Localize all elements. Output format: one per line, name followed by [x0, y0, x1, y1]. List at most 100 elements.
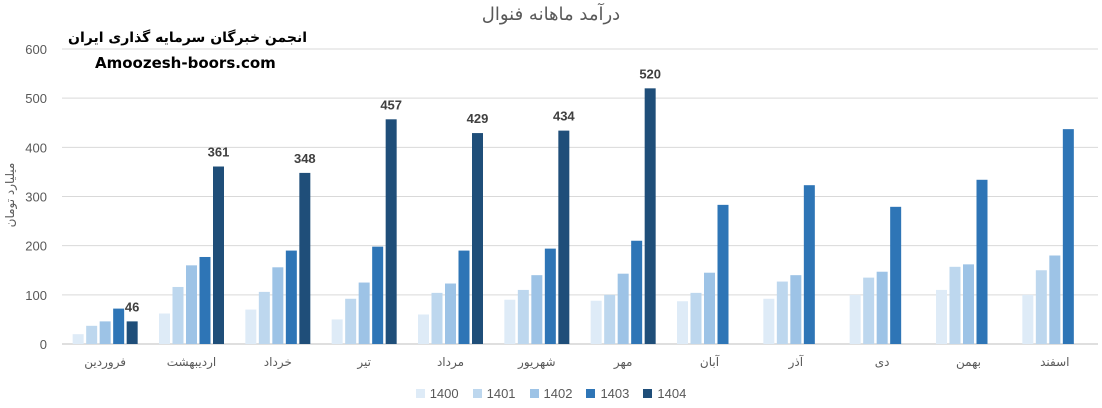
x-tick-label: فروردین	[84, 355, 126, 370]
legend-swatch	[643, 389, 653, 398]
data-label: 520	[639, 66, 661, 81]
legend: 1400 1401 1402 1403 1404	[0, 386, 1102, 401]
bar-1403	[976, 179, 988, 344]
bar-1404	[299, 172, 311, 344]
bar-1402	[99, 321, 111, 344]
x-tick-label: اسفند	[1040, 355, 1069, 369]
bar-1403	[458, 250, 470, 344]
legend-swatch	[529, 389, 539, 398]
x-tick-label: آذر	[788, 354, 804, 370]
bars	[72, 88, 1074, 344]
watermark-website: Amoozesh-boors.com	[95, 54, 276, 72]
legend-label: 1400	[429, 386, 459, 401]
bar-1402	[186, 265, 197, 344]
bar-1403	[890, 206, 902, 344]
bar-1401	[1035, 270, 1047, 344]
y-tick-label: 100	[25, 288, 47, 303]
y-tick-label: 200	[25, 239, 47, 254]
bar-1400	[936, 289, 947, 344]
y-tick-label: 400	[25, 140, 47, 155]
bar-1402	[617, 273, 629, 344]
bar-1401	[863, 277, 875, 344]
bar-1403	[113, 308, 125, 344]
data-label: 348	[294, 151, 316, 166]
y-axis-ticks: 0 100 200 300 400 500 600	[25, 42, 47, 352]
bar-1400	[245, 309, 257, 344]
gridlines	[62, 48, 1098, 345]
watermark-association: انجمن خبرگان سرمایه گذاری ایران	[68, 30, 308, 46]
legend-item-1401: 1401	[472, 386, 516, 401]
bar-1402	[531, 275, 543, 344]
bar-1401	[345, 298, 357, 344]
legend-label: 1402	[543, 386, 573, 401]
x-tick-label: آبان	[700, 354, 720, 369]
data-label: 361	[208, 145, 230, 160]
bar-1401	[431, 292, 443, 344]
data-labels: 46 361 348 457 429 434 520	[125, 66, 661, 314]
bar-1400	[590, 300, 602, 344]
bar-1404	[644, 88, 656, 344]
bar-1403	[717, 204, 729, 344]
bar-1401	[776, 281, 788, 344]
bar-1400	[72, 334, 84, 344]
bar-1401	[258, 291, 270, 344]
bar-1404	[385, 119, 397, 344]
x-tick-label: مهر	[613, 355, 633, 370]
legend-swatch	[472, 389, 482, 398]
bar-1403	[372, 246, 384, 344]
bar-1402	[272, 267, 284, 344]
legend-label: 1403	[600, 386, 630, 401]
x-axis-categories: فروردین اردیبهشت خرداد تیر مرداد شهریور مهر آبا…	[84, 354, 1069, 370]
bar-1402	[445, 283, 456, 344]
bar-1404	[472, 133, 483, 344]
x-tick-label: اردیبهشت	[167, 355, 216, 370]
x-tick-label: دی	[875, 355, 890, 369]
bar-1403	[544, 248, 556, 344]
data-label: 429	[467, 111, 489, 126]
x-tick-label: بهمن	[956, 355, 981, 370]
legend-item-1400: 1400	[415, 386, 459, 401]
bar-1402	[963, 264, 974, 344]
bar-1404	[213, 166, 224, 344]
y-tick-label: 300	[25, 190, 47, 205]
bar-1400	[418, 314, 429, 344]
bar-1401	[604, 294, 616, 344]
bar-1400	[677, 301, 688, 344]
legend-swatch	[415, 389, 425, 398]
bar-1403	[803, 185, 815, 344]
legend-item-1404: 1404	[643, 386, 686, 401]
y-tick-label: 500	[25, 91, 47, 106]
bar-1403	[199, 256, 211, 344]
bar-1400	[849, 294, 861, 344]
bar-1400	[1022, 294, 1034, 344]
bar-1400	[504, 299, 516, 344]
bar-1401	[517, 289, 529, 344]
legend-label: 1404	[657, 386, 687, 401]
y-axis-label: میلیارد تومان	[3, 163, 18, 228]
bar-1403	[1062, 129, 1074, 344]
data-label: 434	[553, 109, 575, 124]
bar-1402	[358, 282, 370, 344]
legend-swatch	[586, 389, 596, 398]
x-tick-label: خرداد	[264, 355, 292, 370]
bar-1402	[704, 272, 715, 344]
legend-label: 1401	[486, 386, 516, 401]
chart-title: درآمد ماهانه فنوال	[482, 2, 620, 25]
bar-1402	[790, 275, 802, 344]
bar-1401	[949, 266, 961, 344]
legend-item-1403: 1403	[586, 386, 629, 401]
bar-1402	[876, 271, 888, 344]
y-tick-label: 600	[25, 42, 47, 57]
bar-1400	[763, 298, 775, 344]
x-tick-label: شهریور	[517, 355, 556, 370]
bar-1400	[159, 313, 170, 344]
bar-1404	[126, 321, 138, 344]
bar-1401	[86, 325, 98, 344]
bar-1402	[1049, 255, 1061, 344]
bar-1403	[631, 240, 643, 344]
x-tick-label: تیر	[356, 355, 371, 370]
y-tick-label: 0	[40, 337, 47, 352]
bar-1403	[285, 250, 297, 344]
bar-1401	[172, 286, 184, 344]
